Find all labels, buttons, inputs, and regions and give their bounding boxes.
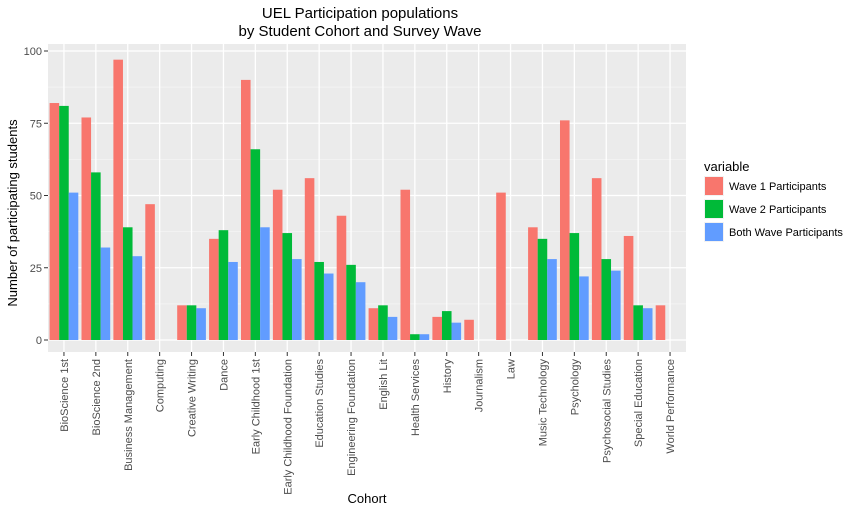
x-tick-label: Early Childhood Foundation (282, 359, 294, 495)
bar-wave-2-participants (250, 149, 261, 340)
y-tick-label: 75 (30, 118, 42, 130)
bar-wave-2-participants (218, 230, 229, 340)
bar-both-wave-participants (100, 247, 111, 340)
bar-wave-2-participants (122, 227, 133, 340)
bar-wave-1-participants (209, 238, 219, 340)
bar-wave-2-participants (410, 334, 420, 340)
x-tick-label: Music Technology (537, 359, 549, 447)
x-tick-label: Psychology (569, 359, 581, 416)
y-tick-label: 100 (24, 46, 42, 58)
bar-wave-1-participants (528, 227, 538, 340)
bar-wave-1-participants (591, 178, 602, 340)
bar-wave-1-participants (623, 235, 634, 340)
legend-title: variable (704, 159, 750, 174)
x-axis: BioScience 1st BioScience 2nd Business Man… (59, 352, 677, 495)
bar-both-wave-participants (419, 334, 430, 340)
bar-wave-2-participants (186, 305, 197, 340)
bar-both-wave-participants (292, 259, 302, 340)
chart-title-line1: UEL Participation populations (262, 5, 458, 22)
bar-wave-2-participants (59, 105, 69, 340)
bar-wave-1-participants (496, 192, 506, 340)
bar-both-wave-participants (68, 192, 79, 340)
x-tick-label: Early Childhood 1st (250, 359, 262, 454)
bar-both-wave-participants (228, 261, 238, 340)
bar-both-wave-participants (323, 273, 334, 340)
x-tick-label: Education Studies (314, 359, 326, 448)
bar-wave-2-participants (378, 305, 388, 340)
bar-wave-2-participants (537, 238, 548, 340)
bar-wave-1-participants (464, 319, 474, 340)
x-tick-label: Psychosocial Studies (601, 359, 613, 463)
bar-both-wave-participants (355, 282, 366, 340)
x-tick-label: English Lit (378, 359, 390, 410)
bar-wave-2-participants (633, 305, 643, 340)
bar-wave-2-participants (441, 311, 452, 340)
bar-both-wave-participants (642, 308, 653, 340)
bar-wave-1-participants (81, 117, 92, 340)
x-tick-label: Law (506, 359, 518, 379)
bar-wave-1-participants (559, 120, 570, 340)
legend-label: Wave 2 Participants (729, 204, 827, 216)
x-tick-label: Business Management (123, 359, 135, 471)
bar-wave-1-participants (240, 79, 251, 341)
bar-both-wave-participants (451, 322, 462, 340)
x-tick-label: Special Education (633, 359, 645, 447)
bar-wave-2-participants (91, 172, 101, 340)
bar-wave-1-participants (272, 189, 283, 340)
x-tick-label: Engineering Foundation (346, 359, 358, 476)
bar-wave-1-participants (113, 59, 123, 341)
bar-both-wave-participants (132, 256, 143, 340)
x-axis-title: Cohort (347, 491, 386, 506)
bar-both-wave-participants (611, 270, 621, 340)
bar-both-wave-participants (387, 316, 398, 340)
bar-wave-2-participants (314, 261, 324, 340)
x-tick-label: BioScience 2nd (91, 359, 103, 435)
x-tick-label: Health Services (410, 359, 422, 437)
x-tick-label: Computing (155, 359, 167, 412)
x-tick-label: Creative Writing (187, 359, 199, 437)
bar-wave-1-participants (432, 316, 442, 340)
bars-layer (49, 59, 666, 341)
legend-swatch (705, 177, 723, 195)
x-tick-label: World Performance (665, 359, 677, 454)
x-tick-label: Journalism (474, 359, 486, 412)
x-tick-label: History (442, 359, 454, 394)
legend: variable Wave 1 Participants Wave 2 Parti… (704, 159, 843, 242)
bar-both-wave-participants (260, 227, 270, 340)
legend-label: Wave 1 Participants (729, 181, 827, 193)
bar-wave-2-participants (601, 259, 612, 340)
x-tick-label: BioScience 1st (59, 359, 71, 432)
bar-wave-1-participants (400, 189, 411, 340)
x-tick-label: Dance (218, 359, 230, 391)
y-tick-label: 0 (36, 335, 42, 347)
y-tick-label: 50 (30, 191, 42, 203)
plot-panel (48, 44, 686, 352)
bar-wave-1-participants (336, 215, 347, 340)
bar-both-wave-participants (547, 259, 557, 340)
bar-wave-1-participants (49, 103, 60, 341)
legend-label: Both Wave Participants (729, 227, 843, 239)
y-axis-title: Number of participating students (5, 119, 20, 307)
bar-wave-1-participants (177, 305, 187, 340)
bar-both-wave-participants (579, 276, 589, 340)
bar-wave-2-participants (569, 233, 580, 340)
chart-title-line2: by Student Cohort and Survey Wave (239, 23, 482, 40)
bar-wave-2-participants (282, 233, 293, 340)
y-tick-label: 25 (30, 263, 42, 275)
legend-swatch (705, 200, 723, 218)
bar-wave-1-participants (368, 308, 379, 340)
bar-wave-2-participants (346, 264, 356, 340)
legend-swatch (705, 223, 723, 241)
y-axis: 0 25 50 75 100 (24, 46, 48, 347)
bar-wave-1-participants (145, 204, 155, 340)
bar-wave-1-participants (304, 178, 315, 340)
bar-both-wave-participants (196, 308, 206, 340)
bar-wave-1-participants (655, 305, 666, 340)
